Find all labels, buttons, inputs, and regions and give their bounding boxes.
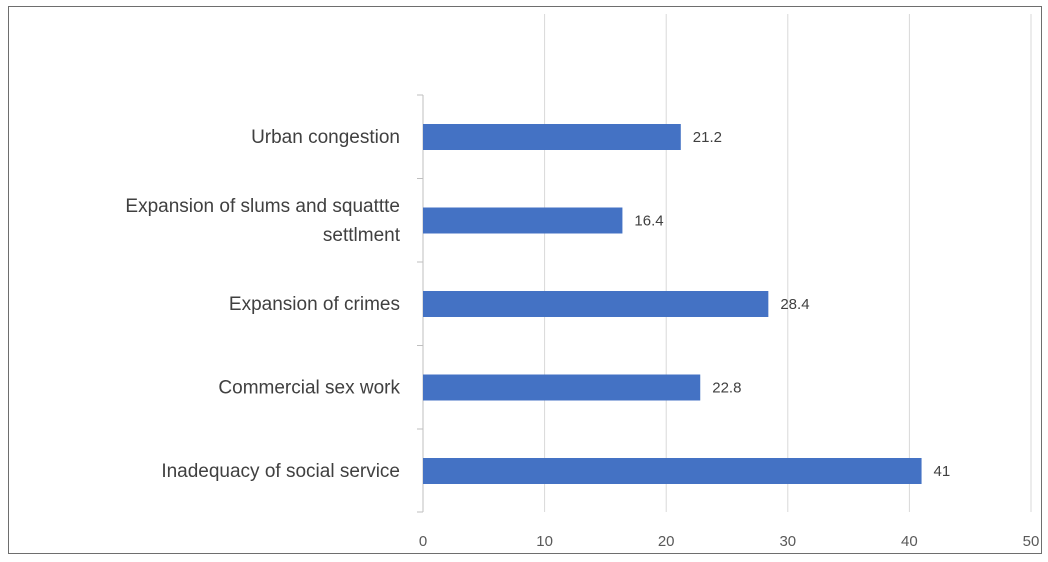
category-label-1: Urban congestion: [251, 127, 400, 148]
x-tick-label-50: 50: [1023, 533, 1040, 550]
data-label-3: 28.4: [780, 296, 809, 313]
data-label-5: 41: [934, 463, 951, 480]
bar-4: [423, 374, 701, 401]
x-tick-label-0: 0: [419, 533, 427, 550]
bar-2: [423, 207, 623, 234]
gridlines: [544, 14, 1032, 512]
bar-1: [423, 124, 681, 150]
labels: 0 10 20 30 40 50 21.2 Urban congestion 16.4 Expan…: [125, 127, 1039, 550]
category-label-line: Commercial sex work: [218, 378, 400, 399]
x-tick-label-40: 40: [901, 533, 918, 550]
data-label-1: 21.2: [693, 129, 722, 146]
category-label-line: Urban congestion: [251, 127, 400, 148]
bar-5: [423, 458, 922, 484]
data-label-4: 22.8: [712, 380, 741, 397]
category-label-3: Expansion of crimes: [229, 294, 400, 315]
category-label-2: Expansion of slums and squattte settlment: [125, 196, 400, 246]
category-label-line: Inadequacy of social service: [161, 461, 400, 482]
category-label-line: Expansion of slums and squattte: [125, 196, 400, 217]
category-axis: [417, 94, 424, 513]
x-tick-label-30: 30: [779, 533, 796, 550]
bars: [423, 124, 922, 484]
data-label-2: 16.4: [634, 213, 663, 230]
x-tick-label-10: 10: [536, 533, 553, 550]
category-label-5: Inadequacy of social service: [161, 461, 400, 482]
category-label-line: Expansion of crimes: [229, 294, 400, 315]
x-tick-label-20: 20: [658, 533, 675, 550]
category-label-line: settlment: [323, 225, 401, 246]
bar-3: [423, 291, 769, 317]
category-label-4: Commercial sex work: [218, 378, 400, 399]
